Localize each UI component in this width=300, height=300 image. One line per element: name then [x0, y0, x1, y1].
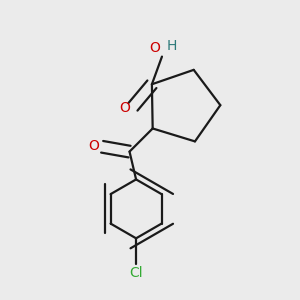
- Text: Cl: Cl: [129, 266, 143, 280]
- Text: O: O: [88, 139, 99, 153]
- Text: O: O: [149, 41, 160, 55]
- Text: H: H: [167, 39, 177, 53]
- Text: O: O: [119, 101, 130, 116]
